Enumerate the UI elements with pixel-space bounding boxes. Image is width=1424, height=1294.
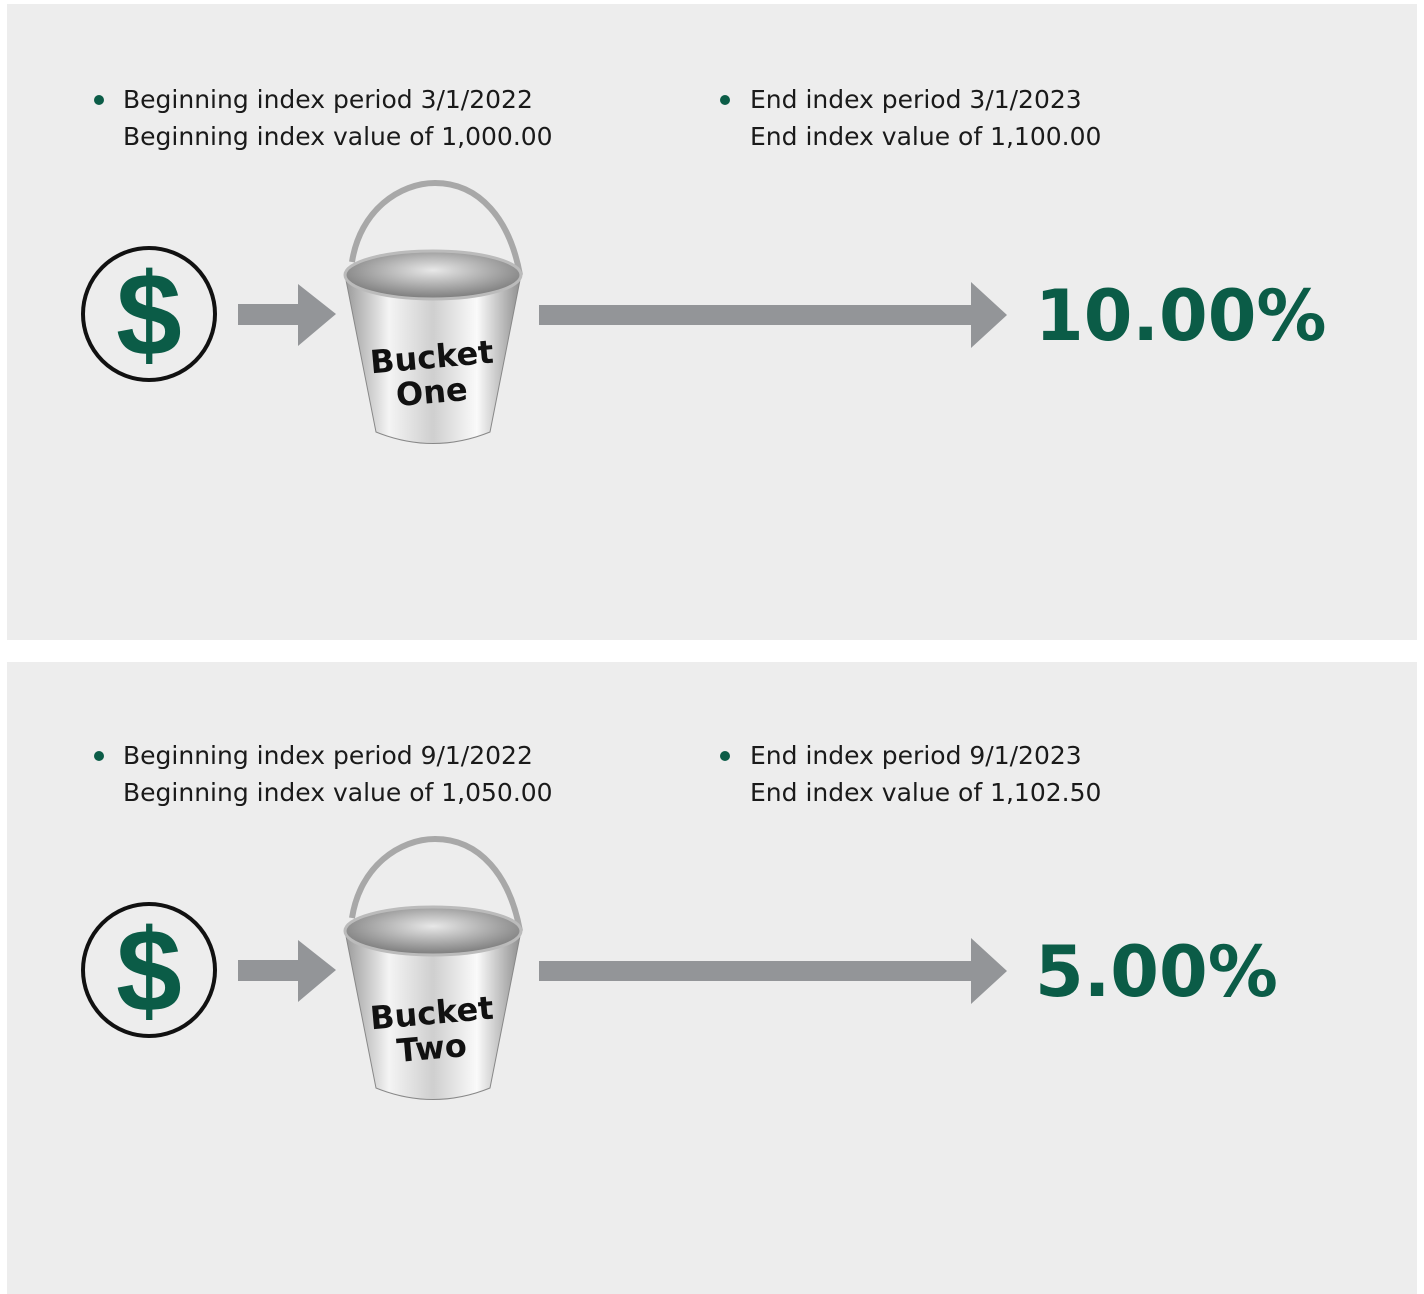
index-period: Beginning index period 3/1/2022	[123, 85, 533, 114]
bucket-rim	[345, 907, 521, 955]
index-period: Beginning index period 9/1/2022	[123, 741, 533, 770]
index-value: End index value of 1,102.50	[750, 778, 1101, 807]
index-value: End index value of 1,100.00	[750, 122, 1101, 151]
bullet	[94, 95, 104, 105]
index-period: End index period 9/1/2023	[750, 741, 1082, 770]
panel: Beginning index period 9/1/2022 Beginning…	[7, 662, 1417, 1294]
bullet	[720, 95, 730, 105]
page: Beginning index period 3/1/2022 Beginning…	[0, 0, 1424, 1294]
result: 10.00%	[1035, 275, 1327, 357]
bullet	[94, 751, 104, 761]
index-value: Beginning index value of 1,000.00	[123, 122, 553, 151]
bucket-rim	[345, 251, 521, 299]
bucket-label: Two	[395, 1026, 468, 1070]
panel: Beginning index period 3/1/2022 Beginning…	[7, 4, 1417, 640]
dollar-sign: $	[116, 905, 182, 1037]
bucket-label: One	[394, 370, 469, 414]
bullet	[720, 751, 730, 761]
index-period: End index period 3/1/2023	[750, 85, 1082, 114]
dollar-sign: $	[116, 249, 182, 381]
index-value: Beginning index value of 1,050.00	[123, 778, 553, 807]
result: 5.00%	[1035, 931, 1278, 1013]
